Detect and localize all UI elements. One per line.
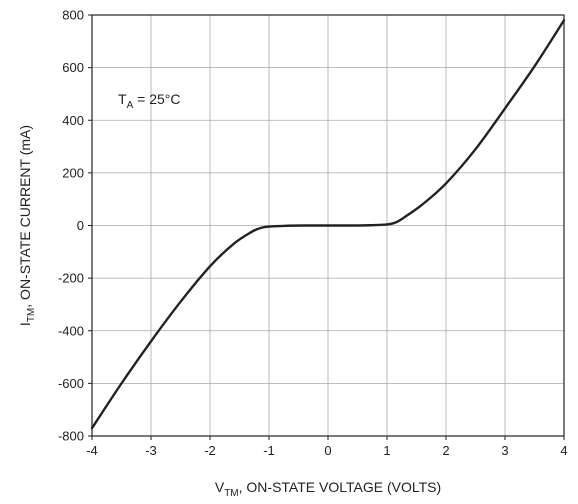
y-tick-label: -200 [58,271,84,286]
x-axis-label-subscript: TM [224,488,238,499]
y-tick-label: 0 [77,218,84,233]
y-tick-label: -600 [58,376,84,391]
plot-frame [91,14,565,437]
x-tick-label: 4 [560,443,567,458]
x-tick-label: -2 [204,443,216,458]
series-group [90,19,566,430]
y-axis-ticks: -800 -600 -400 -200 0 200 400 600 800 [58,8,92,444]
x-axis-label: VTM, ON-STATE VOLTAGE (VOLTS) [215,479,441,499]
annotation-subscript: A [127,100,134,111]
y-tick-label: -400 [58,323,84,338]
x-tick-label: 3 [501,443,508,458]
y-axis-label-subscript: TM [26,308,37,322]
y-tick-label: 600 [62,60,84,75]
x-axis-ticks: -4 -3 -2 -1 0 1 2 3 4 [86,436,568,458]
x-tick-label: -3 [145,443,157,458]
x-tick-label: 1 [383,443,390,458]
x-tick-label: -1 [263,443,275,458]
temperature-annotation: TA = 25°C [118,91,180,111]
x-tick-label: -4 [86,443,98,458]
series-line [90,19,566,430]
x-tick-label: 0 [324,443,331,458]
x-tick-label: 2 [442,443,449,458]
y-tick-label: 400 [62,113,84,128]
y-axis-label: ITM, ON-STATE CURRENT (mA) [17,125,37,326]
y-tick-label: 800 [62,8,84,23]
y-tick-label: -800 [58,429,84,444]
y-tick-label: 200 [62,165,84,180]
